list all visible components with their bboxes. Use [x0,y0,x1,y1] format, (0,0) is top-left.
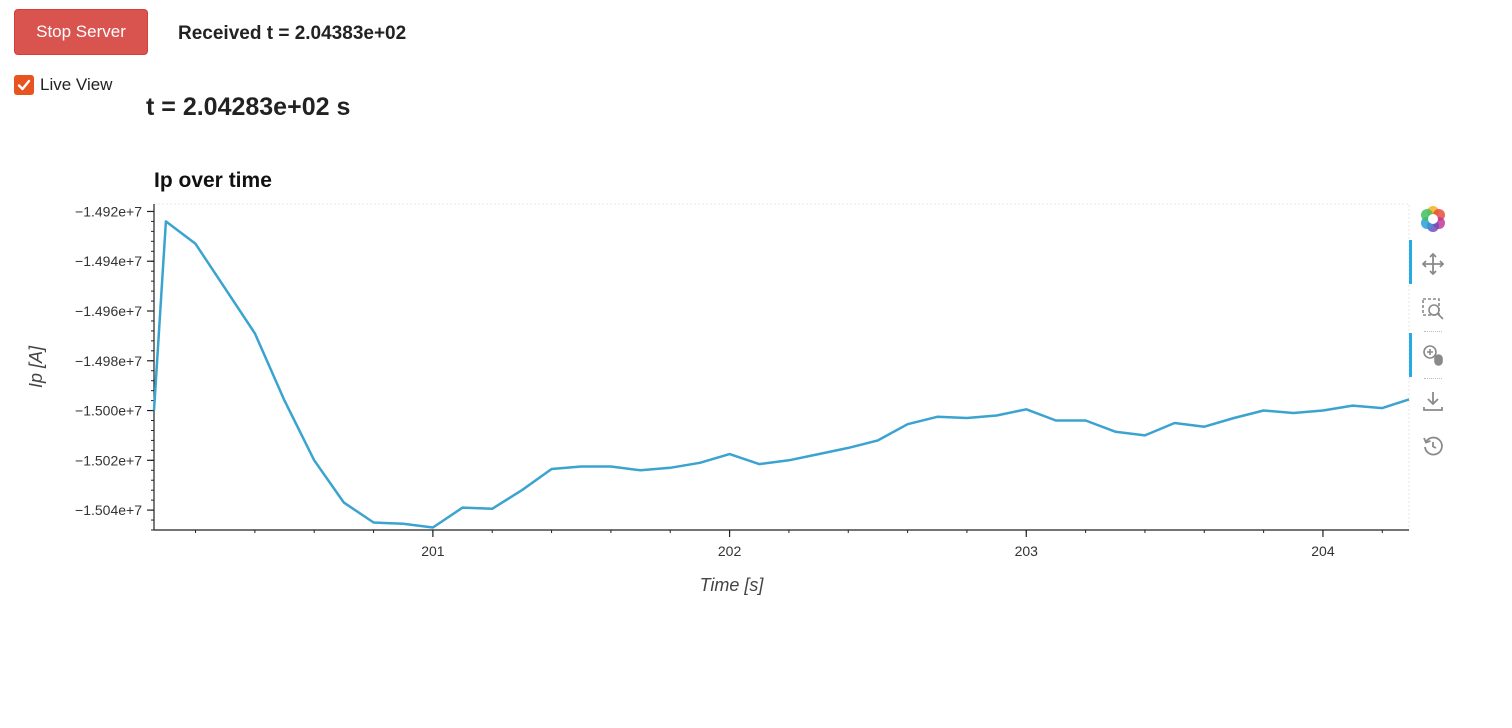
live-view-label: Live View [40,75,113,94]
x-tick-label: 202 [718,543,742,559]
pan-icon[interactable] [1418,249,1448,279]
live-view-checkbox[interactable] [14,75,34,95]
x-tick-label: 204 [1311,543,1335,559]
x-tick-label: 203 [1015,543,1039,559]
plot-frame [153,203,1410,531]
toolbar-separator [1424,331,1442,332]
y-axis-label: Ip [A] [26,345,46,388]
pan-active-indicator [1409,240,1412,284]
bokeh-logo-icon[interactable] [1418,204,1448,234]
stop-server-button[interactable]: Stop Server [14,9,148,55]
check-icon [17,79,31,91]
ip-series-line [152,220,1410,529]
current-time-display: t = 2.04283e+02 s [146,93,351,121]
toolbar-separator [1424,378,1442,379]
x-axis-label: Time [s] [700,575,765,595]
wheel-zoom-active-indicator [1409,333,1412,377]
y-tick-label: −1.504e+7 [75,502,142,518]
live-view-toggle[interactable]: Live View [14,75,112,95]
box-zoom-icon[interactable] [1418,294,1448,324]
plot-toolbar [1409,200,1452,470]
y-tick-label: −1.502e+7 [75,452,142,468]
y-tick-label: −1.498e+7 [75,353,142,369]
ip-over-time-chart[interactable]: −1.492e+7 −1.494e+7 −1.496e+7 −1.498e+7 −1.5… [0,190,1410,610]
plot-title: Ip over time [154,169,272,192]
x-tick-label: 201 [421,543,445,559]
save-icon[interactable] [1418,386,1448,416]
received-time-label: Received t = 2.04383e+02 [178,23,407,44]
reset-icon[interactable] [1418,431,1448,461]
y-tick-label: −1.492e+7 [75,203,142,219]
y-tick-label: −1.494e+7 [75,253,142,269]
y-tick-label: −1.500e+7 [75,403,142,419]
y-tick-label: −1.496e+7 [75,303,142,319]
wheel-zoom-icon[interactable] [1418,340,1448,370]
